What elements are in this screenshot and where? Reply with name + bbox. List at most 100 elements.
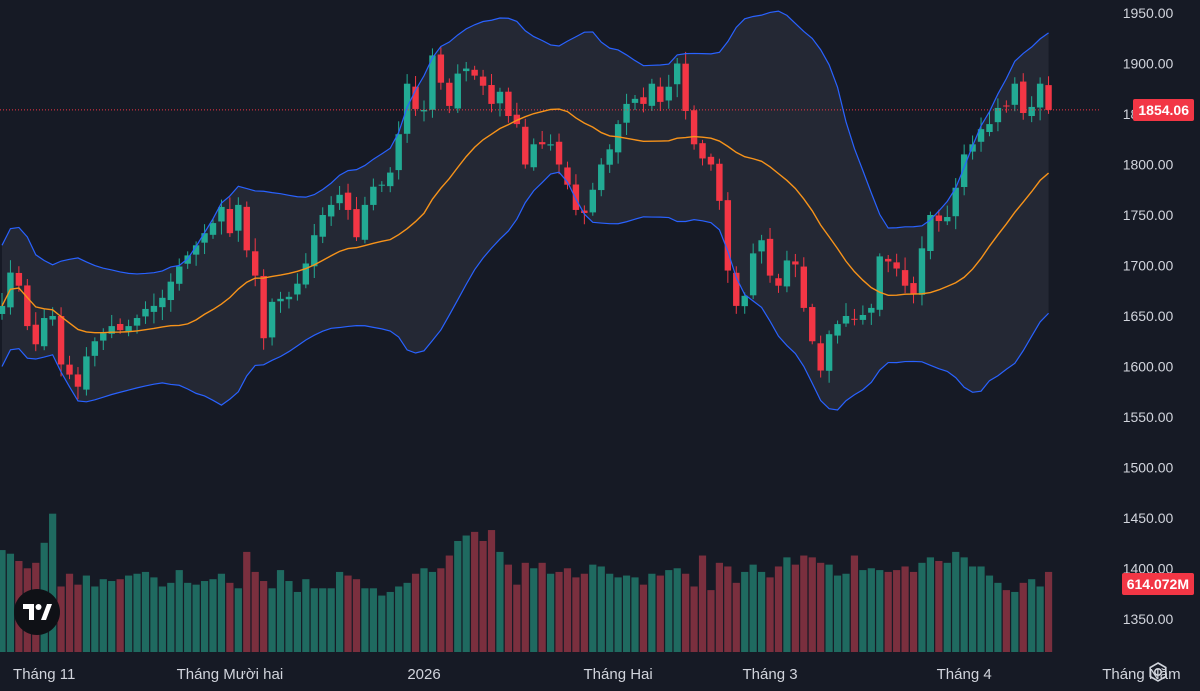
volume-layer [0, 513, 1053, 652]
candle-body [463, 68, 470, 72]
candle-body [327, 204, 335, 217]
volume-bar [817, 562, 825, 652]
candle [463, 61, 470, 82]
candle-body [471, 69, 478, 76]
candle [513, 102, 521, 128]
candle [387, 167, 394, 193]
candle [277, 291, 284, 313]
candle [159, 289, 166, 321]
volume-bar [580, 573, 588, 652]
candle-body [724, 200, 732, 271]
volume-bar [0, 550, 6, 652]
candle-body [176, 266, 183, 284]
volume-bar [276, 570, 285, 652]
candle-body [589, 189, 596, 213]
candle-body [218, 206, 225, 222]
lower-band-line [1, 171, 1049, 411]
volume-bar [226, 582, 234, 652]
candle-body [893, 262, 900, 269]
candle [91, 337, 99, 367]
candle-body [665, 86, 672, 101]
price-tick-label: 1400.00 [1123, 561, 1174, 577]
price-tick-label: 1750.00 [1123, 207, 1174, 223]
volume-bar [994, 582, 1002, 652]
candle-body [648, 83, 656, 106]
volume-bar [800, 555, 808, 652]
candle-body [766, 238, 774, 276]
volume-bar [57, 586, 65, 652]
candle [125, 319, 132, 337]
candle-body [859, 314, 867, 320]
candle [530, 138, 537, 171]
price-tick-label: 1900.00 [1123, 56, 1174, 72]
volume-bar [918, 562, 926, 652]
candle-body [125, 326, 132, 332]
candle [606, 144, 613, 173]
settings-button[interactable] [1146, 660, 1170, 684]
candle-body [395, 134, 402, 171]
volume-bar [943, 562, 951, 652]
candle-body [201, 233, 208, 243]
candle-body [513, 114, 521, 125]
candle-body [235, 204, 242, 231]
candle-body [851, 318, 858, 320]
candle [243, 201, 250, 258]
candle [302, 253, 310, 289]
volume-bar [361, 588, 369, 652]
candle [986, 111, 993, 137]
candle-body [885, 258, 892, 262]
candle [648, 78, 656, 111]
candle [564, 161, 571, 190]
candle-body [640, 97, 647, 104]
candle-body [353, 209, 360, 238]
candle-body [690, 110, 698, 145]
candle [851, 308, 858, 326]
volume-bar [952, 551, 960, 652]
volume-bar [842, 573, 850, 652]
tradingview-logo[interactable]: TV [14, 589, 60, 635]
time-tick-label: 2026 [407, 666, 440, 683]
volume-bar [260, 581, 268, 652]
candle-body [344, 192, 352, 210]
volume-bar [715, 562, 723, 652]
volume-bar [867, 568, 875, 652]
candle [1028, 96, 1035, 123]
candle-body [184, 255, 191, 264]
candle-body [1045, 85, 1052, 110]
candle-body [927, 215, 934, 251]
candle-body [294, 283, 301, 295]
candle-body [614, 124, 622, 153]
candle-body [969, 144, 976, 152]
volume-bar [125, 575, 133, 652]
candle-body [302, 263, 310, 285]
candle-body [657, 86, 664, 102]
volume-bar [99, 579, 107, 652]
candle [184, 251, 191, 269]
candle-body [0, 305, 6, 314]
candle-body [682, 63, 689, 111]
candle [538, 130, 546, 149]
candle [268, 298, 276, 346]
volume-bar [268, 588, 276, 652]
candle-body [252, 251, 259, 276]
price-tick-label: 1450.00 [1123, 510, 1174, 526]
candle [488, 73, 495, 113]
candle [209, 218, 217, 239]
volume-bar [487, 530, 496, 652]
volume-bar [445, 555, 453, 652]
candle [66, 355, 73, 380]
time-axis[interactable]: Tháng 11 Tháng Mười hai 2026 Tháng Hai Tháng… [0, 654, 1200, 686]
candle-body [57, 316, 65, 365]
candle [699, 139, 706, 166]
price-tick-label: 1800.00 [1123, 157, 1174, 173]
candle-body [598, 164, 605, 191]
volume-bar [876, 570, 884, 652]
price-tick-label: 1550.00 [1123, 409, 1174, 425]
candle [935, 209, 943, 232]
volume-bar [65, 573, 74, 652]
candle [218, 199, 225, 235]
candle-body [150, 305, 158, 312]
candle-body [800, 266, 807, 308]
